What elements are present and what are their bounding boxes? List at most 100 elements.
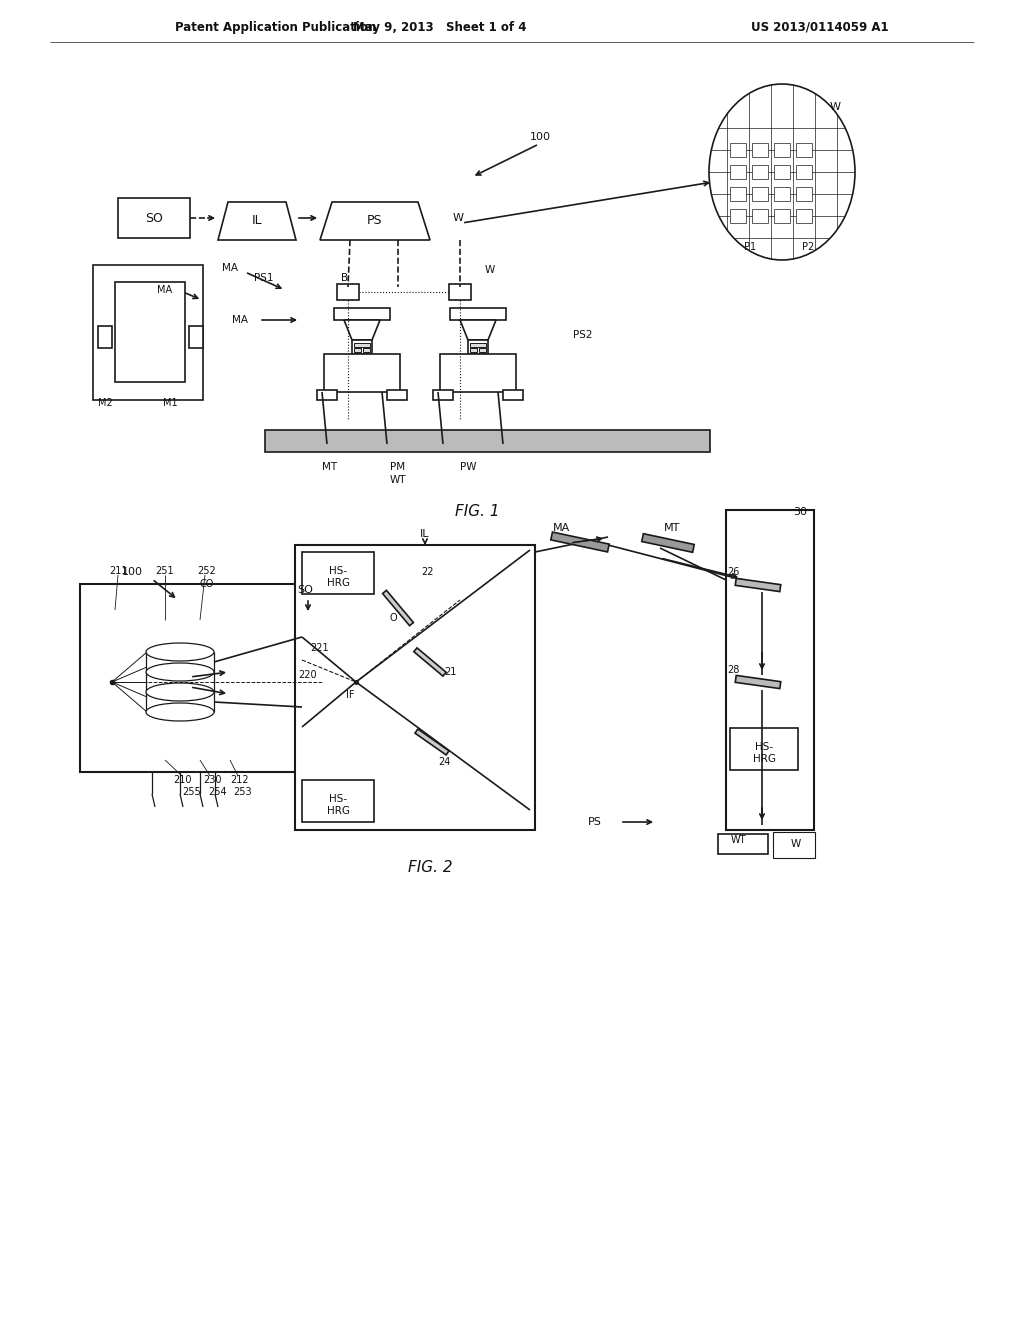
- Bar: [265, 430, 710, 451]
- Text: 100: 100: [529, 132, 551, 143]
- Bar: [752, 143, 768, 157]
- Text: MA: MA: [232, 315, 248, 325]
- Bar: [450, 308, 506, 319]
- Bar: [774, 143, 790, 157]
- Text: M1: M1: [163, 399, 177, 408]
- Text: IF: IF: [346, 690, 354, 700]
- Text: 251: 251: [156, 566, 174, 576]
- Ellipse shape: [146, 682, 214, 701]
- Bar: [774, 209, 790, 223]
- Polygon shape: [415, 729, 449, 755]
- Bar: [730, 209, 746, 223]
- Polygon shape: [218, 202, 296, 240]
- Text: WT: WT: [390, 475, 407, 484]
- Text: HS-: HS-: [329, 566, 347, 576]
- Bar: [334, 308, 390, 319]
- Ellipse shape: [146, 643, 214, 661]
- Text: HS-: HS-: [755, 742, 773, 752]
- Bar: [730, 187, 746, 201]
- Bar: [796, 165, 812, 180]
- Text: 211: 211: [109, 566, 127, 576]
- Bar: [295, 545, 535, 830]
- Text: W: W: [453, 213, 464, 223]
- Text: PS2: PS2: [573, 330, 593, 341]
- Text: MA: MA: [553, 523, 570, 533]
- Bar: [302, 780, 374, 822]
- Bar: [98, 326, 112, 348]
- Bar: [352, 341, 372, 354]
- Bar: [718, 834, 768, 854]
- Bar: [503, 389, 523, 400]
- Bar: [752, 187, 768, 201]
- Text: 255: 255: [182, 787, 202, 797]
- Polygon shape: [735, 578, 780, 591]
- Bar: [362, 348, 370, 352]
- Text: MT: MT: [323, 462, 338, 473]
- Ellipse shape: [709, 84, 855, 260]
- Text: PS1: PS1: [254, 273, 273, 282]
- Text: HRG: HRG: [327, 807, 349, 816]
- Bar: [80, 583, 302, 772]
- Polygon shape: [383, 590, 414, 626]
- Polygon shape: [414, 648, 446, 676]
- Text: M2: M2: [98, 399, 113, 408]
- Bar: [354, 348, 361, 352]
- Text: MT: MT: [664, 523, 680, 533]
- Text: HRG: HRG: [327, 578, 349, 587]
- Text: 220: 220: [299, 671, 317, 680]
- Polygon shape: [344, 319, 380, 341]
- Text: PM: PM: [390, 462, 406, 473]
- Bar: [796, 187, 812, 201]
- Bar: [337, 284, 359, 300]
- Text: SO: SO: [145, 211, 163, 224]
- Bar: [479, 348, 486, 352]
- Bar: [470, 348, 477, 352]
- Bar: [468, 341, 488, 354]
- Text: 24: 24: [438, 756, 451, 767]
- Text: W: W: [829, 102, 841, 112]
- Text: PS: PS: [368, 214, 383, 227]
- Text: 212: 212: [230, 775, 249, 785]
- Text: W: W: [485, 265, 496, 275]
- Polygon shape: [551, 532, 609, 552]
- Bar: [752, 165, 768, 180]
- Ellipse shape: [146, 663, 214, 681]
- Text: 253: 253: [233, 787, 252, 797]
- Bar: [317, 389, 337, 400]
- Text: HRG: HRG: [753, 754, 775, 764]
- Bar: [730, 143, 746, 157]
- Text: 230: 230: [203, 775, 221, 785]
- Bar: [773, 832, 815, 858]
- Text: US 2013/0114059 A1: US 2013/0114059 A1: [752, 21, 889, 33]
- Polygon shape: [642, 533, 694, 552]
- Bar: [730, 729, 798, 770]
- Text: 22: 22: [422, 568, 434, 577]
- Text: PS: PS: [588, 817, 602, 828]
- Bar: [449, 284, 471, 300]
- Bar: [118, 198, 190, 238]
- Text: 221: 221: [310, 643, 330, 653]
- Text: 252: 252: [198, 566, 216, 576]
- Bar: [433, 389, 453, 400]
- Text: IL: IL: [252, 214, 262, 227]
- Text: 26: 26: [727, 568, 739, 577]
- Bar: [726, 510, 814, 830]
- Text: WT: WT: [730, 836, 745, 845]
- Text: 30: 30: [793, 507, 807, 517]
- Text: IL: IL: [420, 529, 430, 539]
- Text: 100: 100: [122, 568, 142, 577]
- Text: May 9, 2013   Sheet 1 of 4: May 9, 2013 Sheet 1 of 4: [353, 21, 526, 33]
- Text: Patent Application Publication: Patent Application Publication: [175, 21, 376, 33]
- Text: FIG. 2: FIG. 2: [408, 861, 453, 875]
- Text: P2: P2: [802, 242, 814, 252]
- Text: 21: 21: [443, 667, 456, 677]
- Bar: [730, 165, 746, 180]
- Text: HS-: HS-: [329, 795, 347, 804]
- Text: P1: P1: [744, 242, 756, 252]
- Bar: [189, 326, 203, 348]
- Bar: [302, 552, 374, 594]
- Bar: [752, 209, 768, 223]
- Bar: [774, 187, 790, 201]
- Text: SO: SO: [297, 585, 313, 595]
- Text: MA: MA: [158, 285, 173, 294]
